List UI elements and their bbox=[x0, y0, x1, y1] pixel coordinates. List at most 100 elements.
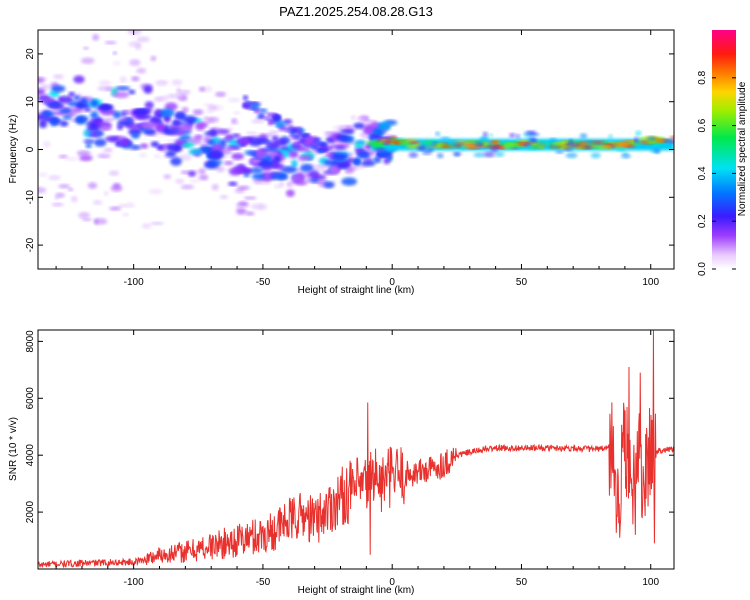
spectrogram-marks bbox=[38, 0, 674, 229]
spectrogram-cell bbox=[41, 5, 52, 11]
spectrogram-cell bbox=[131, 145, 141, 150]
spectrogram-cell bbox=[295, 130, 304, 137]
spectrogram-cell bbox=[635, 130, 642, 136]
spectrogram-cell bbox=[251, 173, 265, 180]
spectrogram-cell bbox=[298, 138, 305, 143]
spectrogram-cell bbox=[585, 140, 593, 146]
spectrogram-cell bbox=[647, 136, 656, 141]
spectrogram-cell bbox=[590, 152, 601, 159]
spectrogram-cell bbox=[80, 57, 95, 64]
spectrogram-cell bbox=[579, 133, 588, 139]
spectrogram-cell bbox=[565, 141, 577, 148]
spectrogram-cell bbox=[97, 86, 111, 91]
spectrogram-cell bbox=[348, 152, 354, 159]
spectrogram-cell bbox=[490, 140, 499, 144]
x-tick-label: 100 bbox=[642, 277, 659, 288]
spectrogram-cell bbox=[47, 0, 59, 6]
spectrogram-cell bbox=[198, 174, 209, 181]
spectrogram-cell bbox=[409, 141, 420, 144]
spectrogram-cell bbox=[440, 136, 451, 141]
spectrogram-cell bbox=[254, 136, 269, 143]
spectrogram-cell bbox=[41, 97, 56, 104]
spectrogram-cell bbox=[219, 195, 228, 199]
spectrogram-cell bbox=[188, 148, 203, 156]
spectrogram-cell bbox=[127, 124, 142, 129]
spectrogram-cell bbox=[301, 133, 311, 139]
spectrogram-cell bbox=[435, 143, 451, 146]
spectrogram-cell bbox=[92, 200, 103, 205]
spectrogram-cell bbox=[473, 152, 486, 158]
colorbar-tick-label: 0.8 bbox=[697, 70, 708, 84]
spectrogram-cell bbox=[199, 86, 206, 92]
spectrogram-cell bbox=[112, 182, 121, 189]
spectrogram-cell bbox=[192, 109, 204, 116]
spectrogram-cell bbox=[135, 108, 151, 113]
spectrogram-cell bbox=[100, 108, 116, 116]
spectrogram-cell bbox=[122, 213, 129, 217]
spectrogram-cell bbox=[311, 166, 324, 171]
spectrogram-cell bbox=[273, 139, 287, 147]
spectrogram-cell bbox=[73, 95, 80, 101]
spectrogram-cell bbox=[159, 95, 169, 102]
spectrogram-cell bbox=[206, 117, 214, 124]
spectrogram-cell bbox=[259, 113, 265, 119]
spectrogram-cell bbox=[267, 119, 274, 126]
spectrogram-cell bbox=[222, 149, 233, 154]
spectrogram-cell bbox=[440, 144, 455, 149]
colorbar-tick-label: 0.4 bbox=[697, 166, 708, 180]
spectrogram-cell bbox=[258, 160, 274, 168]
spectrogram-cell bbox=[38, 187, 47, 194]
spectrogram-cell bbox=[273, 155, 281, 162]
spectrogram-cell bbox=[386, 137, 404, 141]
spectrogram-cell bbox=[170, 157, 182, 166]
spectrogram-cell bbox=[308, 170, 320, 179]
spectrogram-cell bbox=[595, 145, 614, 150]
spectrogram-cell bbox=[360, 160, 376, 167]
spectrogram-cell bbox=[281, 166, 297, 173]
spectrogram-xlabel: Height of straight line (km) bbox=[298, 285, 415, 296]
spectrogram-cell bbox=[103, 191, 109, 196]
colorbar-label: Normalized spectral amplitude bbox=[737, 81, 748, 216]
spectrogram-cell bbox=[244, 150, 256, 156]
spectrogram-cell bbox=[51, 85, 66, 93]
spectrogram-cell bbox=[494, 151, 505, 157]
spectrogram-cell bbox=[624, 141, 639, 146]
spectrogram-cell bbox=[136, 36, 150, 43]
spectrogram-cell bbox=[176, 129, 185, 136]
y-tick-label: -10 bbox=[25, 190, 36, 205]
spectrogram-cell bbox=[154, 122, 165, 131]
y-tick-label: 4000 bbox=[25, 444, 36, 467]
spectrogram-cell bbox=[231, 133, 241, 138]
spectrogram-cell bbox=[122, 109, 131, 115]
spectrogram-cell bbox=[90, 111, 99, 119]
spectrogram-cell bbox=[291, 131, 296, 137]
spectrogram-ylabel: Frequency (Hz) bbox=[8, 115, 19, 184]
spectrogram-cell bbox=[54, 196, 60, 200]
spectrogram-cell bbox=[207, 140, 215, 145]
spectrogram-cell bbox=[259, 108, 268, 113]
spectrogram-cell bbox=[371, 121, 380, 129]
spectrogram-cell bbox=[225, 145, 241, 150]
y-tick-label: -20 bbox=[25, 237, 36, 252]
spectrogram-cell bbox=[435, 131, 441, 136]
spectrogram-cell bbox=[47, 17, 52, 21]
spectrogram-cell bbox=[141, 121, 157, 130]
spectrogram-cell bbox=[180, 184, 195, 190]
spectrogram-cell bbox=[136, 68, 147, 74]
spectrogram-cell bbox=[291, 159, 298, 169]
spectrogram-cell bbox=[150, 141, 160, 148]
spectrogram-cell bbox=[103, 147, 113, 152]
spectrogram-cell bbox=[525, 130, 537, 136]
x-tick-label: -50 bbox=[256, 277, 271, 288]
spectrogram-cell bbox=[48, 175, 61, 181]
spectrogram-cell bbox=[104, 135, 120, 142]
snr-ylabel: SNR (10 * v/v) bbox=[8, 417, 19, 481]
spectrogram-cell bbox=[228, 97, 241, 103]
spectrogram-cell bbox=[175, 112, 186, 120]
spectrogram-cell bbox=[231, 153, 245, 160]
spectrogram-cell bbox=[555, 150, 564, 154]
spectrogram-cell bbox=[51, 202, 64, 207]
spectrogram-cell bbox=[83, 107, 92, 112]
spectrogram-cell bbox=[194, 134, 203, 140]
spectrogram-cell bbox=[49, 12, 55, 15]
